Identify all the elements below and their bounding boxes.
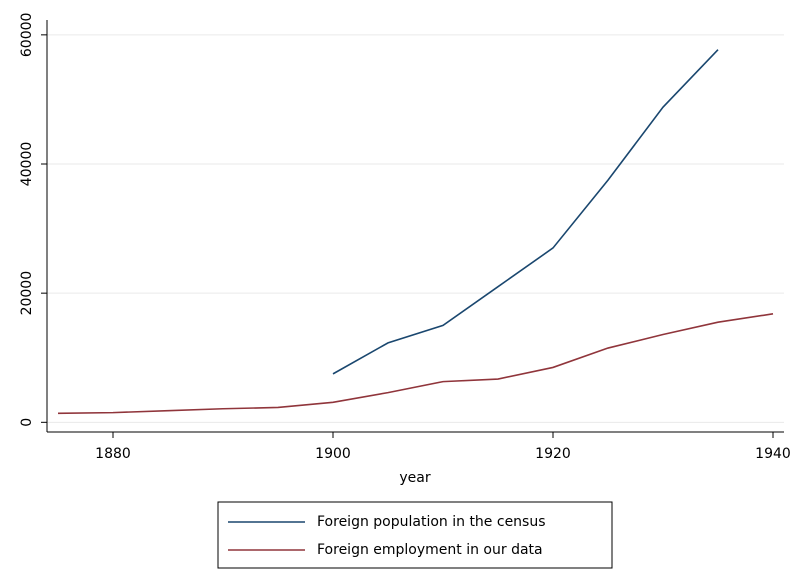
legend-label: Foreign population in the census: [317, 514, 546, 530]
line-series: [57, 313, 774, 415]
x-axis-label: year: [399, 470, 430, 486]
x-tick-label: 1900: [315, 446, 351, 462]
legend-label: Foreign employment in our data: [317, 542, 543, 558]
y-tick-label: 60000: [19, 13, 35, 58]
x-tick-label: 1880: [95, 446, 131, 462]
x-tick-label: 1920: [535, 446, 571, 462]
y-tick-label: 40000: [19, 142, 35, 187]
legend-box: [217, 501, 613, 569]
line-series: [332, 49, 719, 375]
y-tick-label: 20000: [19, 271, 35, 316]
x-tick-label: 1940: [755, 446, 791, 462]
y-tick-label: 0: [19, 418, 35, 427]
